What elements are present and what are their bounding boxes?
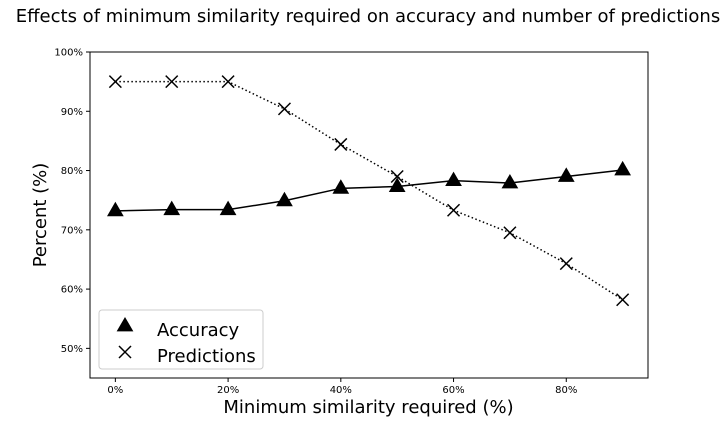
y-tick-label: 80%: [61, 166, 83, 177]
plot-frame: [89, 51, 649, 379]
x-marker-stroke: [108, 75, 122, 89]
x-marker-stroke: [277, 102, 291, 116]
x-marker-stroke: [165, 75, 179, 89]
data-point-accuracy: [557, 167, 575, 182]
data-point-predictions: [559, 257, 573, 271]
data-point-accuracy: [501, 173, 519, 189]
y-tick-label: 70%: [61, 225, 83, 236]
x-marker-stroke: [616, 293, 630, 307]
data-point-accuracy: [219, 200, 237, 216]
legend-marker-accuracy: [116, 316, 134, 332]
data-point-accuracy: [445, 171, 462, 187]
x-marker-stroke: [334, 137, 348, 151]
x-tick-label: 60%: [442, 385, 464, 396]
data-point-accuracy: [614, 160, 632, 176]
legend: Accuracy Predictions: [98, 309, 264, 370]
data-point-predictions: [447, 203, 461, 217]
series-line-accuracy: [115, 169, 623, 212]
legend-marker-predictions: [118, 345, 132, 359]
chart-title: Effects of minimum similarity required o…: [16, 6, 720, 27]
series-line-predictions: [115, 80, 624, 301]
data-point-accuracy: [388, 177, 406, 192]
x-marker-stroke: [503, 226, 517, 240]
x-axis-label: Minimum similarity required (%): [223, 397, 513, 418]
legend-label-accuracy: Accuracy: [157, 320, 240, 341]
axis-ticks: 0% 20% 40% 60% 80% 50% 60% 70% 80% 90% 100%: [54, 48, 577, 397]
data-point-predictions: [503, 226, 517, 240]
data-point-predictions: [616, 293, 630, 307]
y-tick-label: 90%: [61, 107, 83, 118]
data-point-predictions: [390, 169, 404, 184]
x-marker-stroke: [559, 257, 573, 271]
data-point-predictions: [221, 75, 235, 89]
x-marker-stroke: [390, 169, 404, 184]
legend-box: [98, 309, 264, 370]
x-tick-label: 80%: [555, 385, 577, 396]
legend-label-predictions: Predictions: [157, 346, 256, 367]
x-marker-stroke: [447, 203, 461, 217]
data-point-predictions: [165, 75, 179, 89]
data-point-accuracy: [276, 191, 293, 207]
x-tick-label: 0%: [107, 385, 123, 396]
x-marker-stroke: [118, 345, 132, 359]
data-point-predictions: [334, 137, 348, 151]
x-tick-label: 40%: [330, 385, 352, 396]
plot-area: [106, 75, 632, 307]
data-point-predictions: [108, 75, 122, 89]
y-tick-label: 60%: [61, 285, 83, 296]
data-point-accuracy: [332, 179, 350, 194]
x-marker-stroke: [221, 75, 235, 89]
y-tick-label: 50%: [61, 344, 83, 355]
data-point-accuracy: [163, 200, 181, 216]
y-axis-label: Percent (%): [30, 163, 51, 268]
data-point-predictions: [277, 102, 291, 116]
y-tick-label: 100%: [54, 48, 83, 59]
x-tick-label: 20%: [217, 385, 239, 396]
data-point-accuracy: [106, 201, 124, 217]
